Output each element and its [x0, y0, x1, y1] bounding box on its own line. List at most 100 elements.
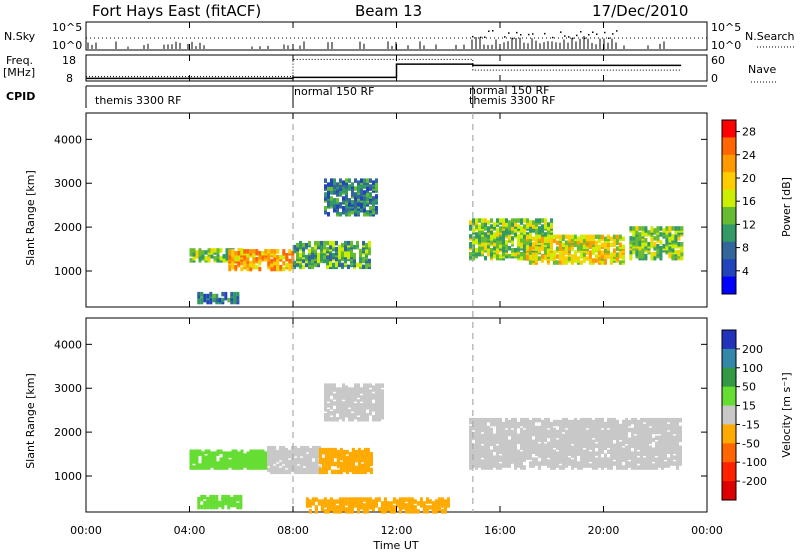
- velocity-cell: [562, 417, 565, 423]
- power-cell: [671, 248, 675, 253]
- velocity-cell: [496, 431, 499, 437]
- velocity-cell: [339, 409, 342, 414]
- velocity-cell: [508, 423, 511, 429]
- power-cell: [677, 249, 681, 255]
- velocity-cell: [637, 451, 640, 456]
- power-cell: [363, 212, 366, 217]
- power-cell: [508, 230, 511, 235]
- power-cell: [469, 234, 472, 239]
- velocity-cell: [303, 467, 307, 473]
- power-cell: [552, 250, 556, 255]
- velocity-cell: [646, 451, 649, 456]
- power-cell: [499, 218, 502, 223]
- velocity-cell: [374, 497, 378, 502]
- power-cell: [528, 250, 532, 255]
- velocity-cell: [592, 439, 595, 445]
- power-cell: [659, 226, 663, 231]
- velocity-cell: [631, 443, 634, 448]
- power-cell: [293, 248, 296, 254]
- velocity-cell: [312, 445, 316, 451]
- velocity-cell: [559, 445, 562, 450]
- velocity-cell: [508, 439, 511, 445]
- velocity-cell: [324, 387, 327, 392]
- velocity-cell: [381, 389, 384, 394]
- velocity-cell: [357, 451, 361, 457]
- power-cell: [603, 248, 607, 253]
- power-cell: [582, 238, 586, 243]
- power-cell: [329, 262, 332, 268]
- velocity-cell: [348, 465, 352, 471]
- power-colorbar-tick-label: 28: [742, 126, 756, 139]
- velocity-cell: [622, 429, 625, 435]
- power-cell: [234, 264, 238, 270]
- velocity-cell: [366, 447, 370, 453]
- velocity-cell: [592, 455, 595, 460]
- power-cell: [671, 226, 675, 231]
- nsearch-point: [480, 36, 482, 39]
- velocity-cell: [285, 469, 289, 475]
- velocity-cell: [368, 497, 372, 502]
- power-cell: [302, 258, 305, 264]
- power-cell: [320, 252, 323, 258]
- velocity-cell: [631, 455, 634, 460]
- velocity-cell: [565, 455, 568, 460]
- power-cell: [360, 178, 363, 183]
- velocity-cell: [228, 459, 232, 464]
- velocity-cell: [607, 463, 610, 468]
- velocity-cell: [583, 441, 586, 447]
- velocity-cell: [240, 449, 244, 454]
- velocity-cell: [348, 459, 352, 465]
- velocity-cell: [210, 451, 214, 456]
- power-cell: [279, 264, 283, 270]
- velocity-cell: [339, 461, 343, 467]
- power-cell: [344, 240, 347, 246]
- power-cell: [218, 297, 222, 303]
- velocity-cell: [487, 417, 490, 423]
- power-cell: [353, 244, 356, 250]
- velocity-cell: [212, 498, 216, 504]
- velocity-cell: [195, 453, 199, 458]
- velocity-cell: [634, 455, 637, 460]
- power-cell: [561, 242, 565, 247]
- velocity-cell: [484, 463, 487, 468]
- velocity-cell: [595, 417, 598, 423]
- nsearch-point: [516, 31, 518, 34]
- power-cell: [603, 254, 607, 259]
- velocity-cell: [386, 501, 390, 506]
- power-cell: [264, 249, 268, 254]
- velocity-cell: [580, 443, 583, 448]
- velocity-cell: [673, 443, 676, 448]
- power-cell: [550, 234, 553, 239]
- power-cell: [215, 293, 219, 299]
- velocity-cell: [273, 445, 277, 451]
- power-cell: [305, 254, 308, 260]
- velocity-cell: [276, 467, 280, 473]
- power-cell: [638, 249, 642, 255]
- power-cell: [311, 252, 314, 258]
- velocity-cell: [354, 465, 358, 471]
- velocity-cell: [583, 461, 586, 466]
- power-cell: [517, 242, 520, 247]
- velocity-cell: [526, 451, 529, 456]
- power-cell: [362, 264, 365, 270]
- power-cell: [332, 262, 335, 268]
- power-cell: [537, 256, 541, 261]
- power-cell: [195, 250, 199, 255]
- velocity-cell: [574, 421, 577, 427]
- power-cell: [288, 262, 292, 268]
- velocity-cell: [526, 439, 529, 445]
- power-cell: [576, 244, 580, 249]
- velocity-cell: [336, 387, 339, 392]
- power-cell: [345, 204, 348, 209]
- power-cell: [520, 226, 523, 231]
- velocity-cell: [580, 451, 583, 456]
- velocity-cell: [234, 449, 238, 454]
- power-cell: [597, 234, 601, 240]
- velocity-cell: [212, 504, 216, 510]
- power-cell: [324, 178, 327, 183]
- velocity-cell: [321, 465, 325, 471]
- power-cell: [363, 200, 366, 205]
- velocity-cell: [490, 417, 493, 423]
- velocity-cell: [469, 459, 472, 464]
- power-cell: [525, 234, 529, 240]
